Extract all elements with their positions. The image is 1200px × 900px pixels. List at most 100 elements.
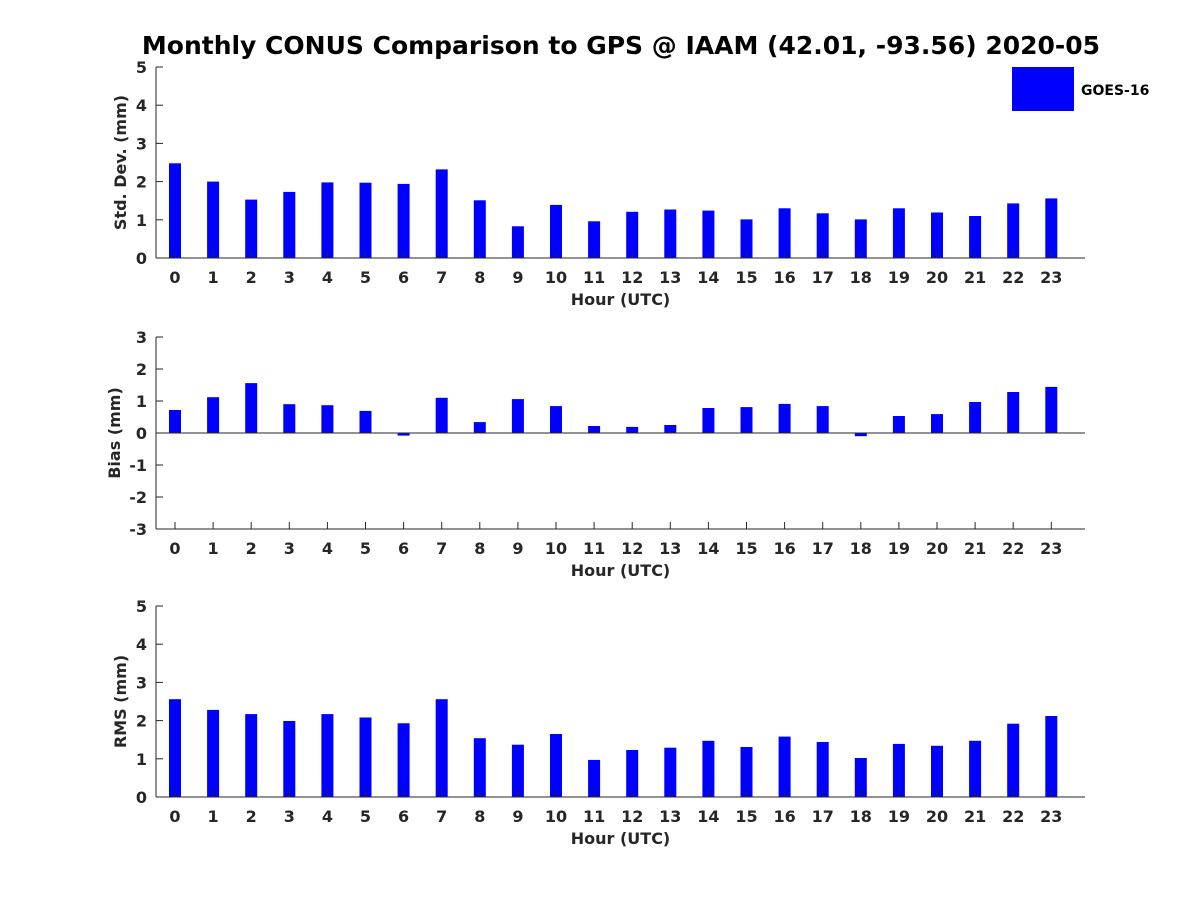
- x-tick-label: 23: [1040, 807, 1062, 826]
- y-tick-label: 5: [136, 597, 147, 616]
- bar-hour-18: [854, 219, 867, 258]
- x-tick-label: 23: [1040, 268, 1062, 287]
- bar-hour-16: [778, 736, 791, 797]
- x-tick-label: 21: [964, 807, 986, 826]
- y-tick-label: -2: [129, 488, 147, 507]
- y-axis-label: RMS (mm): [111, 655, 130, 748]
- x-tick-label: 8: [474, 807, 485, 826]
- bar-hour-8: [473, 738, 486, 797]
- x-axis-label: Hour (UTC): [571, 290, 671, 309]
- bar-hour-17: [816, 406, 829, 433]
- bar-hour-14: [702, 210, 715, 258]
- bar-hour-4: [321, 182, 334, 258]
- x-tick-label: 4: [322, 268, 333, 287]
- x-tick-label: 5: [360, 268, 371, 287]
- bar-hour-18: [854, 433, 867, 437]
- x-tick-label: 7: [436, 539, 447, 558]
- bar-hour-8: [473, 422, 486, 433]
- x-tick-label: 0: [169, 539, 180, 558]
- bar-hour-10: [550, 734, 562, 797]
- x-tick-label: 7: [436, 268, 447, 287]
- x-tick-label: 12: [621, 268, 643, 287]
- bar-hour-19: [892, 743, 905, 797]
- x-tick-label: 15: [735, 539, 757, 558]
- bar-hour-0: [169, 163, 181, 258]
- x-tick-label: 22: [1002, 268, 1024, 287]
- bar-hour-10: [550, 406, 562, 433]
- bar-hour-7: [435, 397, 448, 433]
- x-tick-label: 3: [284, 268, 295, 287]
- legend-swatch: [1012, 67, 1074, 111]
- bar-hour-1: [207, 181, 220, 258]
- bar-hour-22: [1007, 203, 1020, 258]
- bar-hour-11: [588, 221, 601, 258]
- y-tick-label: 4: [136, 635, 147, 654]
- x-tick-label: 6: [398, 539, 409, 558]
- bar-hour-21: [969, 740, 982, 797]
- y-tick-label: 2: [136, 712, 147, 731]
- x-tick-label: 17: [812, 268, 834, 287]
- bar-hour-6: [397, 723, 410, 797]
- x-tick-label: 2: [246, 539, 257, 558]
- x-tick-label: 9: [512, 807, 523, 826]
- bar-hour-11: [588, 426, 601, 433]
- x-tick-label: 16: [773, 539, 795, 558]
- x-tick-label: 19: [888, 539, 910, 558]
- x-tick-label: 21: [964, 268, 986, 287]
- bar-hour-5: [359, 182, 372, 258]
- bar-hour-23: [1045, 198, 1058, 258]
- x-tick-label: 11: [583, 268, 605, 287]
- x-tick-label: 14: [697, 539, 719, 558]
- x-tick-label: 10: [545, 807, 567, 826]
- y-tick-label: 4: [136, 96, 147, 115]
- x-tick-label: 11: [583, 539, 605, 558]
- x-tick-label: 5: [360, 807, 371, 826]
- x-tick-label: 5: [360, 539, 371, 558]
- bar-hour-16: [778, 208, 791, 258]
- x-tick-label: 3: [284, 807, 295, 826]
- x-tick-label: 8: [474, 539, 485, 558]
- x-tick-label: 13: [659, 268, 681, 287]
- x-tick-label: 10: [545, 539, 567, 558]
- bar-hour-23: [1045, 386, 1058, 433]
- y-axis-label: Std. Dev. (mm): [111, 95, 130, 230]
- bar-hour-3: [283, 191, 296, 258]
- bar-hour-21: [969, 402, 982, 433]
- bar-hour-6: [397, 183, 410, 258]
- y-tick-label: 1: [136, 211, 147, 230]
- x-tick-label: 0: [169, 807, 180, 826]
- legend: GOES-16: [1012, 67, 1149, 111]
- bar-hour-23: [1045, 716, 1058, 797]
- x-tick-label: 16: [773, 268, 795, 287]
- bar-hour-13: [664, 425, 677, 433]
- x-tick-label: 12: [621, 807, 643, 826]
- bar-hour-10: [550, 204, 562, 258]
- x-tick-label: 1: [208, 539, 219, 558]
- x-tick-label: 18: [850, 268, 872, 287]
- bar-hour-13: [664, 747, 677, 797]
- bar-hour-11: [588, 759, 601, 797]
- x-tick-label: 22: [1002, 539, 1024, 558]
- bar-hour-22: [1007, 392, 1020, 433]
- x-tick-label: 0: [169, 268, 180, 287]
- x-tick-label: 23: [1040, 539, 1062, 558]
- x-tick-label: 17: [812, 807, 834, 826]
- x-tick-label: 2: [246, 268, 257, 287]
- x-tick-label: 9: [512, 539, 523, 558]
- y-tick-label: 2: [136, 173, 147, 192]
- x-tick-label: 22: [1002, 807, 1024, 826]
- bar-hour-14: [702, 408, 715, 433]
- bar-hour-20: [931, 414, 943, 433]
- x-axis-label: Hour (UTC): [571, 561, 671, 580]
- x-tick-label: 1: [208, 807, 219, 826]
- bar-hour-14: [702, 740, 715, 797]
- bar-hour-12: [626, 750, 639, 797]
- x-tick-label: 18: [850, 539, 872, 558]
- y-tick-label: 1: [136, 750, 147, 769]
- bar-hour-3: [283, 404, 296, 433]
- bar-hour-20: [931, 745, 943, 797]
- bar-hour-7: [435, 169, 448, 258]
